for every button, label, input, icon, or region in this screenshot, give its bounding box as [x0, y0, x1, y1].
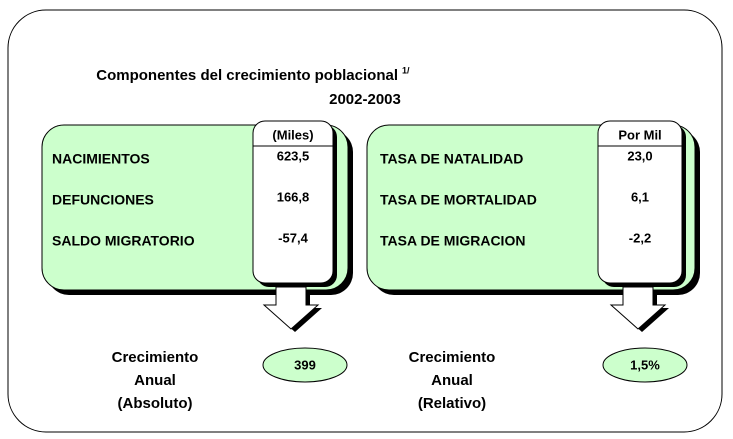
result-bubble — [602, 347, 688, 383]
row-label: NACIMIENTOS — [52, 151, 150, 167]
result-label: Crecimiento — [112, 349, 199, 366]
result-value: 1,5% — [630, 357, 660, 372]
result-label: Anual — [431, 372, 473, 389]
result-label: (Relativo) — [418, 395, 486, 412]
note: 1/ — [402, 65, 410, 75]
result-bubble — [262, 347, 348, 383]
panels: (Miles) NACIMIENTOS 623,5 DEFUNCIONES 166,8 S… — [41, 120, 700, 412]
row-label: TASA DE MIGRACION — [380, 233, 525, 249]
row-value: 6,1 — [631, 189, 649, 204]
row-label: TASA DE NATALIDAD — [380, 151, 523, 167]
row-label: TASA DE MORTALIDAD — [380, 192, 537, 208]
result-label: Anual — [134, 372, 176, 389]
arrow — [262, 286, 320, 330]
row-value: 166,8 — [277, 189, 310, 204]
result-value: 399 — [294, 357, 316, 372]
title: Componentes del crecimiento poblacional — [96, 67, 398, 84]
arrow — [609, 286, 667, 330]
frame — [7, 9, 723, 433]
column — [597, 120, 683, 284]
row-label: DEFUNCIONES — [52, 192, 154, 208]
row-value: -2,2 — [629, 230, 651, 245]
result-label: (Absoluto) — [118, 395, 193, 412]
result-label: Crecimiento — [409, 349, 496, 366]
row-label: SALDO MIGRATORIO — [52, 233, 195, 249]
row-value: 23,0 — [627, 148, 652, 163]
period: 2002-2003 — [329, 91, 401, 108]
column-header: Por Mil — [618, 127, 661, 142]
row-value: -57,4 — [278, 230, 308, 245]
column — [252, 120, 334, 284]
column-header: (Miles) — [272, 127, 313, 142]
row-value: 623,5 — [277, 148, 310, 163]
